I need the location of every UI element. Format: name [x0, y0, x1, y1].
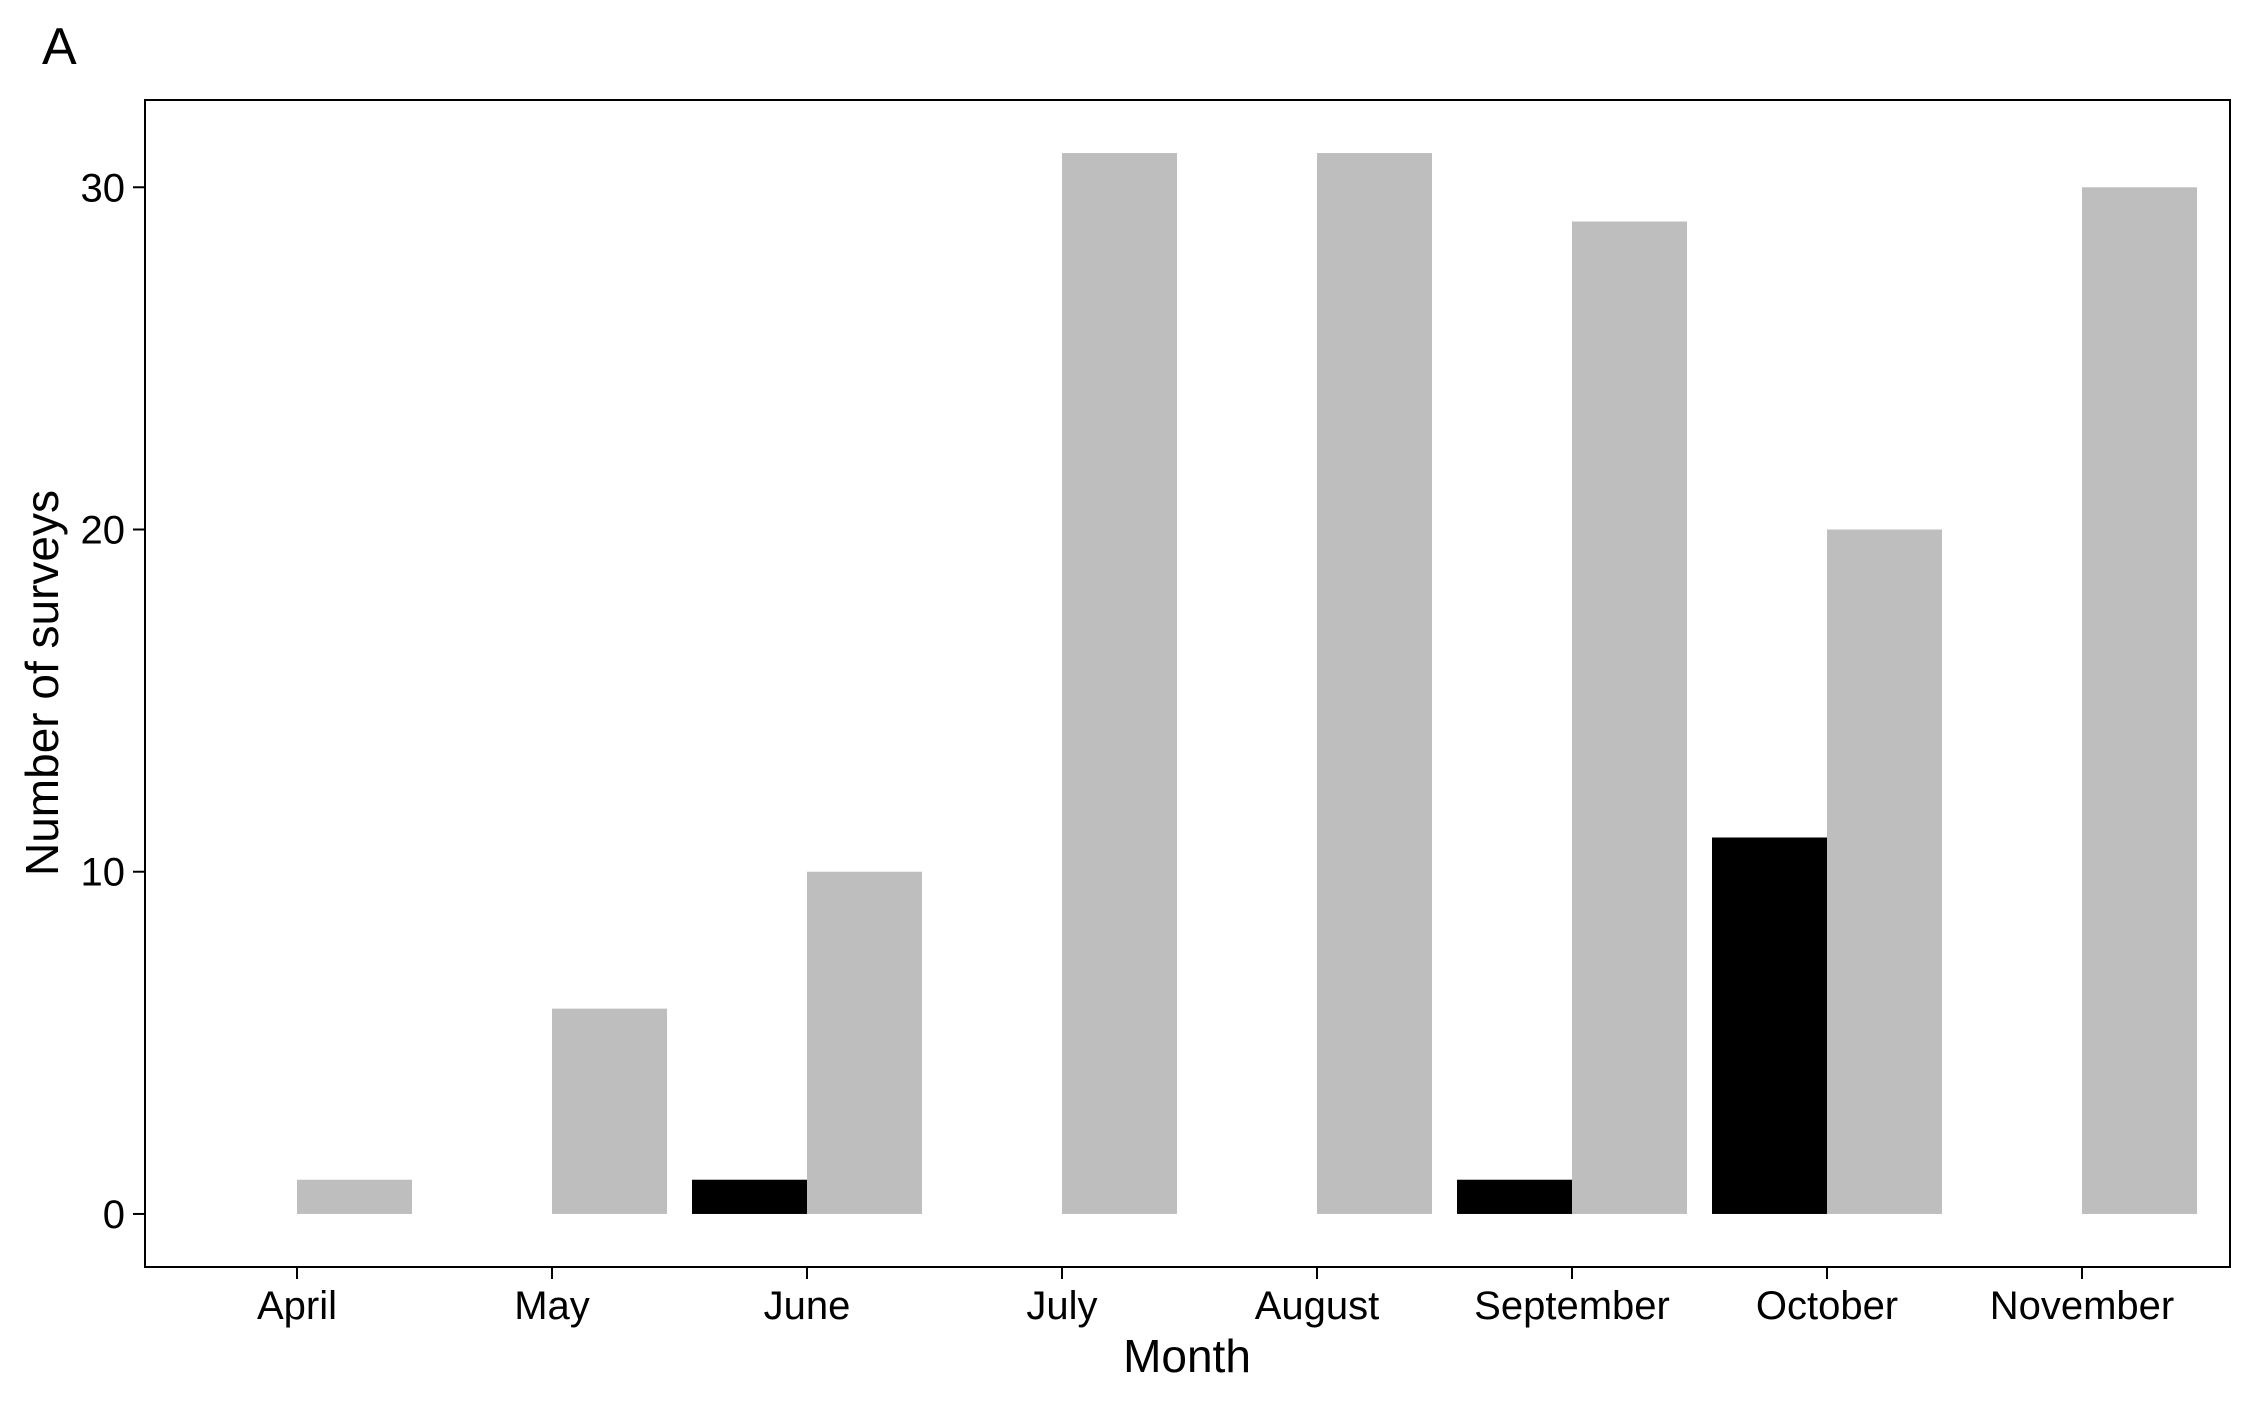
bar-series1-june — [692, 1179, 807, 1214]
y-tick-label: 30 — [81, 166, 126, 210]
bar-series2-april — [297, 1179, 412, 1214]
y-tick-label: 20 — [81, 508, 126, 552]
bar-series2-may — [552, 1008, 667, 1214]
bar-series2-september — [1572, 221, 1687, 1214]
x-tick-label: October — [1756, 1284, 1898, 1328]
bar-series1-october — [1712, 837, 1827, 1214]
panel-label: A — [42, 18, 77, 76]
y-axis-title: Number of surveys — [16, 490, 68, 876]
bars-layer — [297, 153, 2197, 1214]
x-tick-label: July — [1026, 1284, 1097, 1328]
x-tick-label: April — [257, 1284, 337, 1328]
y-tick-label: 10 — [81, 851, 126, 895]
x-tick-label: November — [1990, 1284, 2175, 1328]
x-tick-label: September — [1474, 1284, 1670, 1328]
y-tick-label: 0 — [103, 1193, 125, 1237]
bar-series1-september — [1457, 1179, 1572, 1214]
bar-series2-november — [2082, 187, 2197, 1214]
x-tick-label: May — [514, 1284, 590, 1328]
bar-series2-october — [1827, 529, 1942, 1214]
plot-panel-border — [144, 99, 2231, 1268]
bar-series2-july — [1062, 153, 1177, 1214]
x-axis: April May June July August September October No… — [257, 1267, 2174, 1328]
bar-series2-august — [1317, 153, 1432, 1214]
x-tick-label: August — [1255, 1284, 1380, 1328]
x-axis-title: Month — [1123, 1330, 1251, 1382]
y-axis: 0 10 20 30 — [81, 166, 145, 1237]
bar-series2-june — [807, 871, 922, 1214]
x-tick-label: June — [764, 1284, 851, 1328]
